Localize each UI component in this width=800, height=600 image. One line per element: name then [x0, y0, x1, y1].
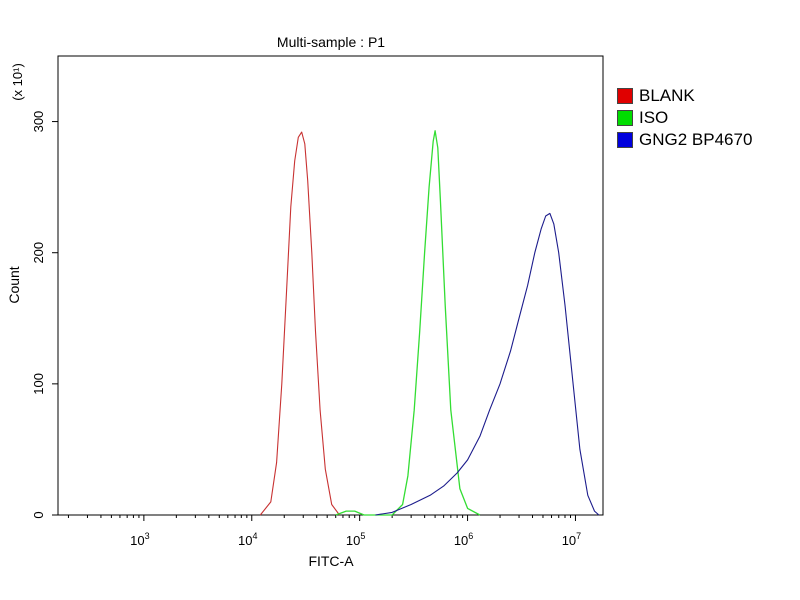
y-tick-label: 200 — [31, 242, 46, 264]
x-tick-label: 107 — [562, 531, 581, 548]
legend-label-gng2: GNG2 BP4670 — [639, 130, 753, 149]
series-layer — [259, 130, 600, 516]
y-axis-label-group: Count — [6, 266, 22, 303]
x-axis-label: FITC-A — [308, 553, 354, 569]
y-axis-label: Count — [6, 266, 22, 303]
x-tick-label: 105 — [346, 531, 365, 548]
legend-swatch-blank — [617, 88, 633, 104]
legend-item-gng2: GNG2 BP4670 — [617, 129, 752, 151]
y-tick-label-group: 200 — [31, 242, 46, 264]
legend-label-iso: ISO — [639, 108, 669, 127]
y-tick-label: 300 — [31, 111, 46, 133]
legend-swatch-iso — [617, 110, 633, 126]
y-axis-multiplier: (x 10¹) — [10, 63, 25, 101]
x-tick-label: 103 — [130, 531, 149, 548]
series-line-2 — [375, 212, 600, 516]
y-tick-label-group: 300 — [31, 111, 46, 133]
y-axis: 0 100 200 300 — [31, 111, 58, 519]
plot-frame — [57, 55, 604, 516]
series-line-1 — [335, 130, 481, 516]
y-tick-label: 0 — [31, 511, 46, 518]
legend-item-iso: ISO — [617, 107, 752, 129]
series-line-0 — [259, 131, 340, 516]
y-tick-label-group: 100 — [31, 373, 46, 395]
y-tick-label-group: 0 — [31, 511, 46, 518]
chart-title: Multi-sample : P1 — [277, 34, 385, 50]
legend-item-blank: BLANK — [617, 85, 752, 107]
x-tick-label: 106 — [454, 531, 473, 548]
x-tick-label: 104 — [238, 531, 257, 548]
y-tick-label: 100 — [31, 373, 46, 395]
legend: BLANK ISO GNG2 BP4670 — [617, 85, 752, 151]
legend-swatch-gng2 — [617, 132, 633, 148]
x-axis: 103 104 105 106 107 — [67, 515, 581, 548]
y-axis-multiplier-label: (x 10¹) — [10, 63, 25, 101]
legend-label-blank: BLANK — [639, 86, 695, 105]
